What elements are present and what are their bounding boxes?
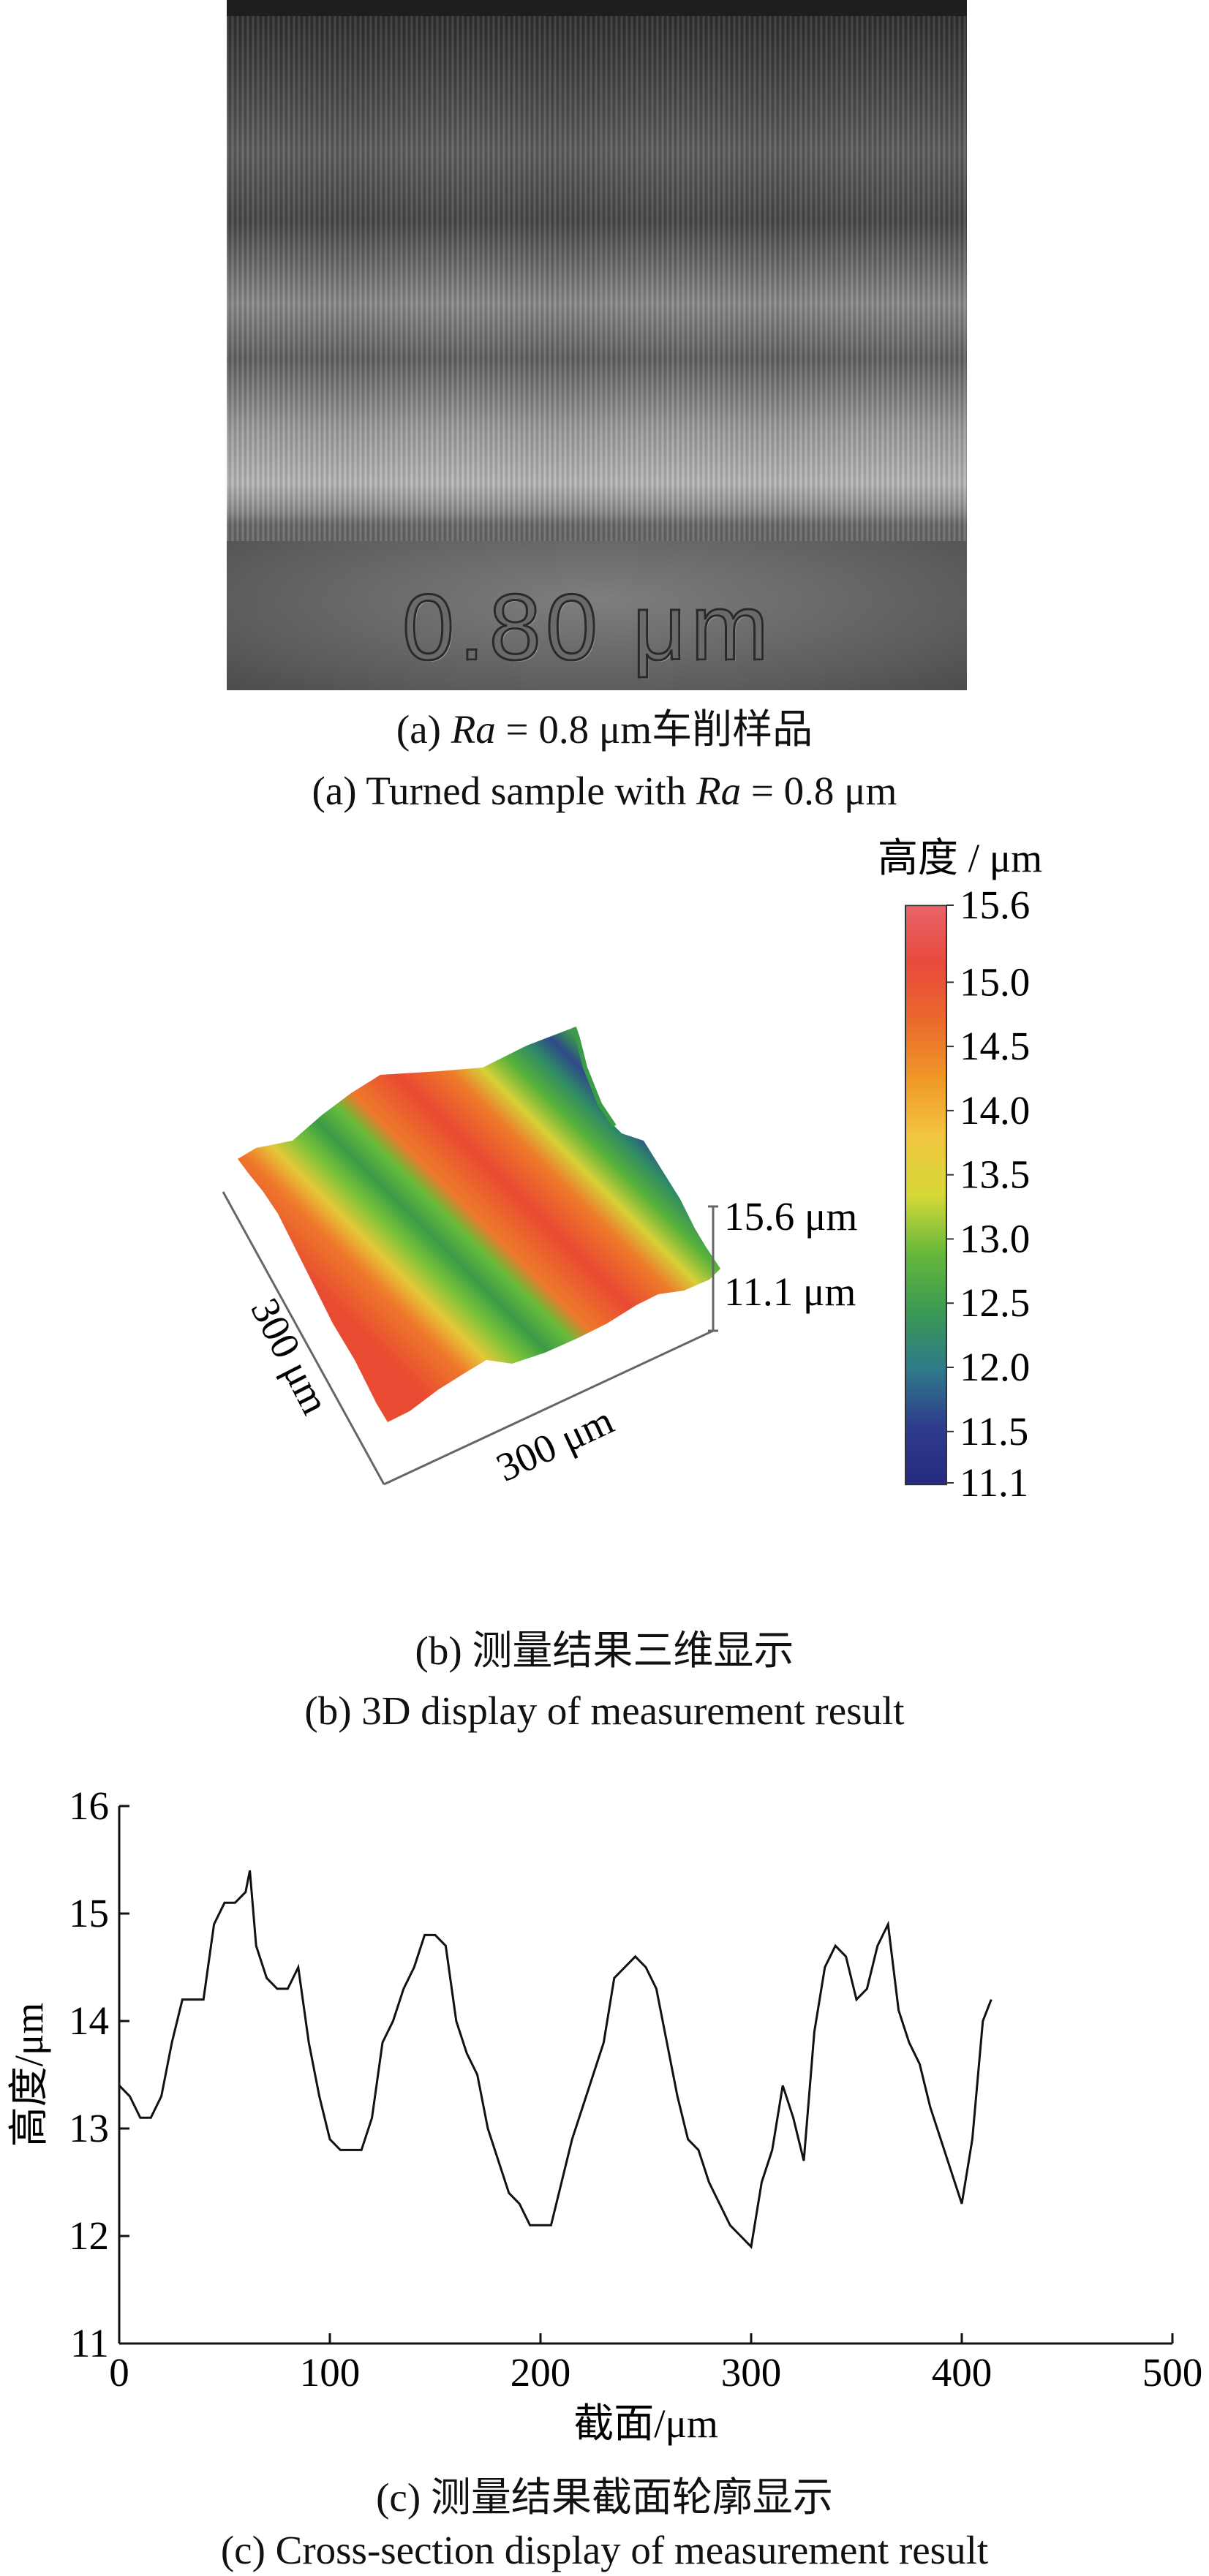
caption-c-en: (c) Cross-section display of measurement… xyxy=(220,2528,989,2572)
colorbar-tick-label: 13.5 xyxy=(960,1152,1030,1197)
y-extent-label: 300 μm xyxy=(242,1291,338,1421)
y-tick-label: 13 xyxy=(69,2106,109,2150)
x-axis-label: 截面/μm xyxy=(573,2401,718,2446)
x-tick-label: 0 xyxy=(109,2350,129,2395)
colorbar-tick-label: 12.5 xyxy=(960,1280,1030,1325)
colorbar-title: 高度 / μm xyxy=(878,836,1042,880)
colorbar-tick-label: 15.6 xyxy=(960,883,1030,927)
colorbar-tick-label: 15.0 xyxy=(960,959,1030,1004)
y-tick-label: 12 xyxy=(69,2213,109,2258)
x-axis-3d xyxy=(383,1329,714,1486)
y-tick-label: 14 xyxy=(69,1998,109,2043)
surface-3d-plot xyxy=(238,1027,720,1422)
x-extent-label: 300 μm xyxy=(489,1397,620,1490)
caption-c-cn: (c) 测量结果截面轮廓显示 xyxy=(376,2475,833,2520)
caption-b-cn: (b) 测量结果三维显示 xyxy=(415,1628,794,1673)
surface-3d-figure: 11.1 μm 15.6 μm 300 μm 300 μm 高度 / μm 15… xyxy=(222,836,1042,1505)
colorbar-tick-label: 12.0 xyxy=(960,1345,1030,1389)
caption-a-en: (a) Turned sample with Ra = 0.8 μm xyxy=(312,768,897,813)
x-tick-label: 400 xyxy=(932,2350,993,2395)
x-tick-label: 500 xyxy=(1142,2350,1203,2395)
x-tick-label: 200 xyxy=(511,2350,571,2395)
caption-a-cn: (a) Ra = 0.8 μm车削样品 xyxy=(396,707,813,752)
turned-sample-photo: 0.80 μm xyxy=(227,0,967,690)
colorbar-tick-label: 13.0 xyxy=(960,1216,1030,1261)
machined-surface xyxy=(227,0,967,541)
colorbar-ticks: 15.6 15.0 14.5 14.0 13.5 13.0 12.5 12.0 11.5 11.1 xyxy=(946,883,1030,1505)
colorbar-tick-label: 14.0 xyxy=(960,1088,1030,1133)
profile-chart: 0 100 200 300 400 500 11 12 13 14 15 16 截面/μm 高度/μm xyxy=(7,1783,1202,2446)
colorbar-tick-label: 11.1 xyxy=(960,1460,1028,1505)
chart-axes: 0 100 200 300 400 500 11 12 13 14 15 16 xyxy=(69,1783,1202,2395)
x-tick-label: 300 xyxy=(721,2350,782,2395)
surface-edge-highlight xyxy=(572,1027,617,1128)
profile-series-line xyxy=(118,1870,993,2249)
colorbar xyxy=(905,904,947,1486)
photo-top-edge xyxy=(227,0,967,16)
colorbar-tick-label: 14.5 xyxy=(960,1024,1030,1068)
y-tick-label: 15 xyxy=(69,1891,109,1935)
colorbar-tick-label: 11.5 xyxy=(960,1409,1028,1454)
engraved-roughness-label: 0.80 μm xyxy=(402,575,774,681)
y-tick-label: 16 xyxy=(69,1783,109,1828)
caption-b-en: (b) 3D display of measurement result xyxy=(304,1688,905,1733)
z-min-label: 11.1 μm xyxy=(724,1269,856,1314)
z-max-label: 15.6 μm xyxy=(724,1194,857,1239)
y-axis-3d xyxy=(222,1191,385,1485)
sample-base xyxy=(227,541,967,690)
x-tick-label: 100 xyxy=(300,2350,361,2395)
y-tick-label: 11 xyxy=(70,2321,109,2365)
y-axis-label: 高度/μm xyxy=(7,2003,51,2148)
